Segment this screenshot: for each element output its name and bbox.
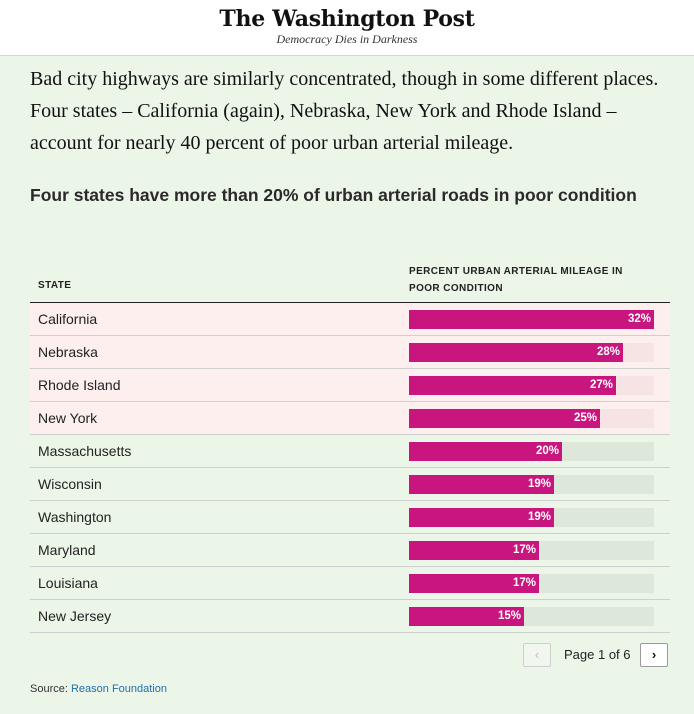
bar: 17% [409, 574, 539, 593]
table-row: Washington 19% [30, 501, 670, 534]
table-row: New Jersey 15% [30, 600, 670, 633]
bar-track: 20% [409, 442, 654, 461]
state-name: Rhode Island [38, 377, 121, 393]
state-name: Washington [38, 509, 112, 525]
table-row: Louisiana 17% [30, 567, 670, 600]
data-table: STATE PERCENT URBAN ARTERIAL MILEAGE IN … [30, 258, 670, 633]
state-name: Louisiana [38, 575, 98, 591]
bar-value-label: 32% [627, 313, 651, 325]
table-row: Massachusetts 20% [30, 435, 670, 468]
bar-value-label: 27% [589, 379, 613, 391]
state-name: Massachusetts [38, 443, 132, 459]
table-body: California 32% Nebraska 28% Rhode Island 27% N… [30, 303, 670, 633]
bar: 19% [409, 508, 554, 527]
chart-title: Four states have more than 20% of urban … [30, 185, 637, 205]
bar: 17% [409, 541, 539, 560]
site-tagline: Democracy Dies in Darkness [276, 32, 418, 46]
site-logo[interactable]: The Washington Post [219, 6, 475, 32]
bar-value-label: 28% [596, 346, 620, 358]
bar: 20% [409, 442, 562, 461]
bar: 28% [409, 343, 623, 362]
next-page-button[interactable]: › [640, 643, 668, 667]
table-row: Rhode Island 27% [30, 369, 670, 402]
masthead: The Washington Post Democracy Dies in Da… [0, 0, 694, 56]
bar-track: 28% [409, 343, 654, 362]
table-header: STATE PERCENT URBAN ARTERIAL MILEAGE IN … [30, 258, 670, 303]
table-row: Wisconsin 19% [30, 468, 670, 501]
bar: 32% [409, 310, 654, 329]
column-header-state[interactable]: STATE [38, 280, 72, 291]
state-name: Nebraska [38, 344, 98, 360]
table-row: California 32% [30, 303, 670, 336]
table-row: Maryland 17% [30, 534, 670, 567]
bar-track: 17% [409, 541, 654, 560]
state-name: Maryland [38, 542, 96, 558]
table-row: Nebraska 28% [30, 336, 670, 369]
bar-value-label: 17% [512, 544, 536, 556]
bar: 25% [409, 409, 600, 428]
bar-track: 15% [409, 607, 654, 626]
bar-value-label: 19% [527, 478, 551, 490]
state-name: Wisconsin [38, 476, 102, 492]
bar-value-label: 15% [497, 610, 521, 622]
state-name: California [38, 311, 98, 327]
table-row: New York 25% [30, 402, 670, 435]
bar-track: 19% [409, 475, 654, 494]
bar: 19% [409, 475, 554, 494]
bar-track: 27% [409, 376, 654, 395]
page-indicator: Page 1 of 6 [564, 647, 631, 662]
bar-value-label: 25% [573, 412, 597, 424]
chevron-right-icon: › [651, 647, 657, 662]
prev-page-button[interactable]: ‹ [523, 643, 551, 667]
state-name: New Jersey [38, 608, 112, 624]
bar-value-label: 20% [535, 445, 559, 457]
bar: 15% [409, 607, 524, 626]
state-name: New York [38, 410, 98, 426]
bar-track: 19% [409, 508, 654, 527]
source-prefix: Source: [30, 683, 71, 695]
bar-value-label: 17% [512, 577, 536, 589]
chevron-left-icon: ‹ [534, 647, 540, 662]
source-line: Source: Reason Foundation [30, 683, 167, 695]
column-header-percent[interactable]: PERCENT URBAN ARTERIAL MILEAGE IN POOR C… [409, 266, 623, 294]
source-link[interactable]: Reason Foundation [70, 683, 167, 695]
bar: 27% [409, 376, 616, 395]
bar-value-label: 19% [527, 511, 551, 523]
bar-track: 32% [409, 310, 654, 329]
article-paragraph: Bad city highways are similarly concentr… [30, 68, 659, 154]
bar-track: 25% [409, 409, 654, 428]
bar-track: 17% [409, 574, 654, 593]
